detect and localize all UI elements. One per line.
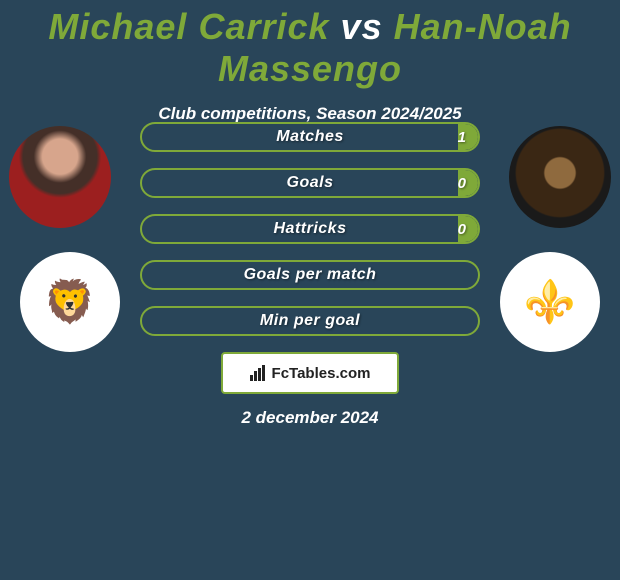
stat-label: Goals (142, 170, 478, 196)
stat-label: Matches (142, 124, 478, 150)
brand-text: FcTables.com (272, 365, 371, 382)
stat-value-right (454, 262, 478, 288)
stat-label: Hattricks (142, 216, 478, 242)
stat-label: Goals per match (142, 262, 478, 288)
player2-avatar (509, 126, 611, 228)
title-player1: Michael Carrick (48, 6, 329, 47)
stat-bar: Hattricks 0 (140, 214, 480, 244)
page-title: Michael Carrick vs Han-Noah Massengo (0, 0, 620, 90)
player1-avatar (9, 126, 111, 228)
stat-label: Min per goal (142, 308, 478, 334)
crest-left-icon: 🦁 (44, 278, 96, 327)
crest-right-icon: ⚜️ (524, 278, 576, 327)
player1-club-crest: 🦁 (20, 252, 120, 352)
stat-bar: Matches 1 (140, 122, 480, 152)
stat-value-right: 1 (446, 124, 478, 150)
stat-bar: Goals 0 (140, 168, 480, 198)
stat-bar: Min per goal (140, 306, 480, 336)
player2-club-crest: ⚜️ (500, 252, 600, 352)
stats-bars: Matches 1 Goals 0 Hattricks 0 Goals per … (140, 122, 480, 352)
subtitle: Club competitions, Season 2024/2025 (0, 104, 620, 124)
stat-bar: Goals per match (140, 260, 480, 290)
title-vs: vs (341, 6, 383, 47)
stat-value-right (454, 308, 478, 334)
stat-value-right: 0 (446, 170, 478, 196)
chart-icon (250, 365, 268, 381)
brand-badge: FcTables.com (221, 352, 399, 394)
date-text: 2 december 2024 (0, 408, 620, 428)
stat-value-right: 0 (446, 216, 478, 242)
